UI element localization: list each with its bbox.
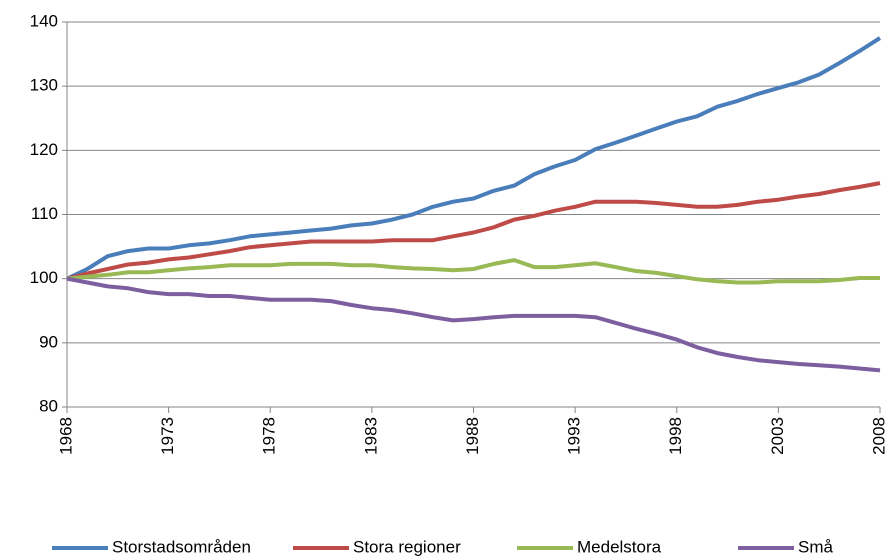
- y-tick-label: 130: [30, 76, 58, 95]
- series-line: [66, 181, 881, 281]
- series-line: [66, 258, 880, 285]
- y-tick-label: 90: [39, 332, 58, 351]
- x-tick-label: 1973: [158, 417, 177, 455]
- x-tick-label: 2008: [869, 417, 888, 455]
- series-line: [66, 276, 881, 373]
- y-tick-label: 120: [30, 140, 58, 159]
- x-tick-label: 1968: [56, 417, 75, 455]
- x-tick-label: 1983: [361, 417, 380, 455]
- series-line: [66, 36, 882, 281]
- y-tick-label: 100: [30, 268, 58, 287]
- y-tick-label: 140: [30, 11, 58, 30]
- y-tick-label: 80: [39, 396, 58, 415]
- x-tick-label: 1988: [463, 417, 482, 455]
- legend-label: Stora regioner: [353, 537, 461, 556]
- y-tick-label: 110: [31, 204, 58, 223]
- legend-label: Medelstora: [577, 537, 662, 556]
- x-tick-label: 1998: [666, 417, 685, 455]
- x-tick-label: 1993: [565, 417, 584, 455]
- legend-label: Storstadsområden: [112, 537, 251, 556]
- x-tick-label: 2003: [768, 417, 787, 455]
- legend-label: Små: [798, 537, 834, 556]
- x-tick-label: 1978: [260, 417, 279, 455]
